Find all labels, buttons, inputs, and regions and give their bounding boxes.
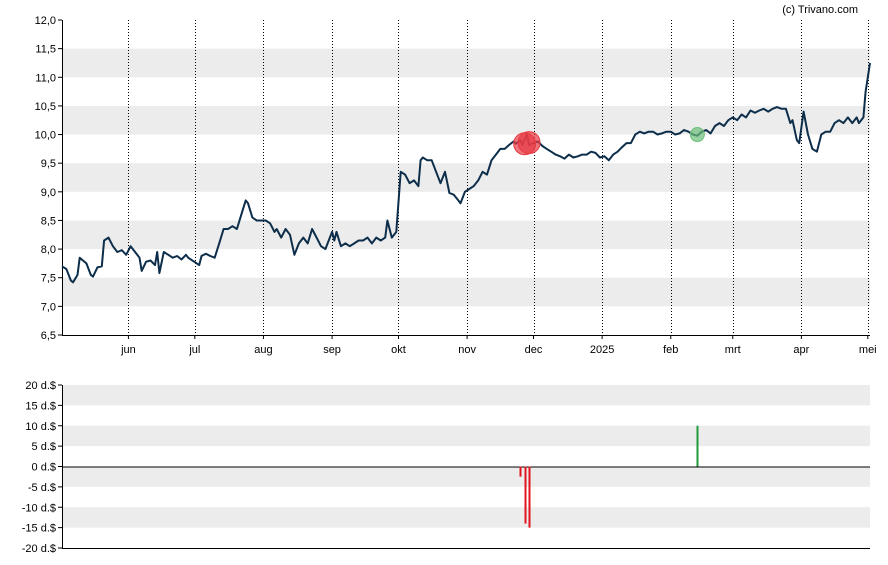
price-band — [62, 220, 870, 250]
price-band — [62, 48, 870, 78]
price-y-tick-label: 10,0 — [35, 130, 56, 142]
volume-y-tick-label: -10 d.$ — [22, 502, 56, 514]
price-x-tick-label: jun — [120, 344, 136, 356]
volume-y-tick-label: 15 d.$ — [25, 400, 56, 412]
price-y-tick-label: 9,0 — [41, 187, 56, 199]
price-x-tick-label: nov — [458, 344, 476, 356]
price-y-tick-label: 10,5 — [35, 101, 56, 113]
transaction-panel: 20 d.$ 15 d.$ 10 d.$ 5 d.$ 0 d.$ -5 d.$ -10 d.… — [22, 380, 870, 555]
volume-y-tick-label: -15 d.$ — [22, 523, 56, 535]
price-band — [62, 163, 870, 192]
price-x-tick-label: feb — [663, 344, 678, 356]
credit-label: (c) Trivano.com — [782, 4, 858, 16]
volume-band — [62, 385, 870, 406]
price-x-tick-label: mrt — [725, 344, 741, 356]
price-y-tick-label: 8,0 — [41, 244, 56, 256]
price-band — [62, 277, 870, 307]
volume-y-tick-label: 10 d.$ — [25, 421, 56, 433]
price-x-tick-label: dec — [525, 344, 543, 356]
price-band — [62, 105, 870, 135]
sell-marker — [517, 131, 541, 155]
volume-band — [62, 466, 870, 487]
price-y-tick-label: 7,0 — [41, 301, 56, 313]
volume-y-tick-label: -20 d.$ — [22, 543, 56, 555]
volume-band — [62, 507, 870, 528]
volume-y-tick-label: 0 d.$ — [32, 462, 56, 474]
price-x-tick-label: aug — [254, 344, 272, 356]
volume-y-tick-label: 20 d.$ — [25, 380, 56, 392]
price-x-tick-label: okt — [391, 344, 406, 356]
volume-y-tick-label: -5 d.$ — [28, 482, 56, 494]
price-y-tick-label: 12,0 — [35, 15, 56, 27]
volume-band — [62, 425, 870, 447]
price-y-tick-label: 9,5 — [41, 158, 56, 170]
price-series-line — [61, 62, 871, 284]
price-y-tick-label: 6,5 — [41, 330, 56, 342]
price-x-tick-label: apr — [793, 344, 809, 356]
price-x-tick-label: 2025 — [590, 344, 614, 356]
price-x-tick-label: jul — [188, 344, 200, 356]
price-y-tick-label: 7,5 — [41, 273, 56, 285]
volume-y-tick-label: 5 d.$ — [32, 441, 56, 453]
price-panel: 12,0 11,5 11,0 10,5 10,0 9,5 9,0 8,5 8,0 7,5 7,0 6,… — [35, 15, 877, 356]
price-x-tick-label: mei — [859, 344, 877, 356]
price-y-tick-label: 11,5 — [35, 44, 56, 56]
buy-marker — [689, 127, 705, 143]
price-x-tick-label: sep — [323, 344, 341, 356]
price-y-tick-label: 8,5 — [41, 215, 56, 227]
price-y-tick-label: 11,0 — [35, 72, 56, 84]
